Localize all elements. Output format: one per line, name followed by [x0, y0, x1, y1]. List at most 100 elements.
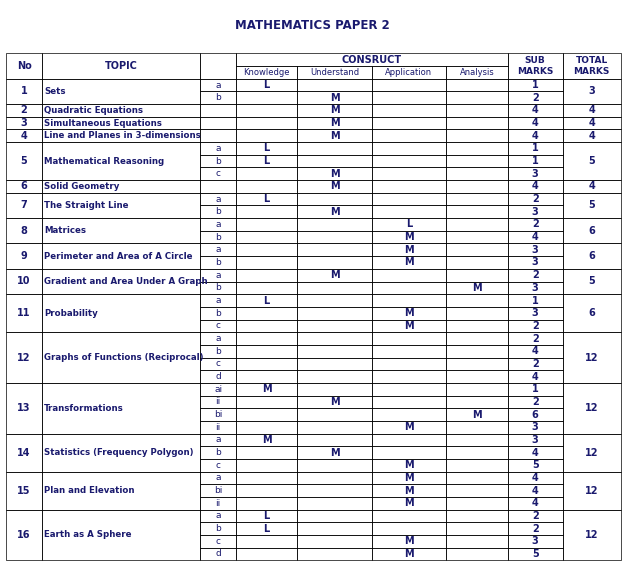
Bar: [200, 395, 236, 408]
Text: SUB
MARKS: SUB MARKS: [517, 56, 553, 76]
Text: 7: 7: [21, 200, 27, 211]
Bar: [446, 472, 508, 484]
Bar: [200, 484, 236, 497]
Bar: [6, 269, 42, 294]
Bar: [446, 332, 508, 345]
Bar: [446, 484, 508, 497]
Text: a: a: [215, 296, 221, 305]
Bar: [298, 243, 372, 256]
Bar: [446, 218, 508, 231]
Bar: [298, 294, 372, 307]
Bar: [372, 231, 446, 243]
Bar: [200, 408, 236, 421]
Bar: [200, 370, 236, 383]
Bar: [372, 459, 446, 471]
Bar: [446, 104, 508, 117]
Bar: [6, 294, 42, 332]
Text: a: a: [215, 334, 221, 343]
Text: 4: 4: [532, 105, 539, 115]
Bar: [200, 142, 236, 155]
Bar: [236, 547, 298, 560]
Bar: [508, 243, 563, 256]
Text: M: M: [329, 93, 339, 103]
Text: 5: 5: [588, 200, 595, 211]
Bar: [200, 269, 236, 282]
Text: 1: 1: [532, 296, 539, 306]
Bar: [6, 79, 42, 104]
Bar: [200, 256, 236, 269]
Text: 4: 4: [588, 105, 595, 115]
Bar: [298, 510, 372, 522]
Bar: [200, 129, 236, 142]
Bar: [200, 319, 236, 332]
Bar: [298, 168, 372, 180]
Text: MATHEMATICS PAPER 2: MATHEMATICS PAPER 2: [235, 19, 389, 32]
Bar: [508, 319, 563, 332]
Bar: [446, 205, 508, 218]
Bar: [236, 459, 298, 471]
Bar: [298, 395, 372, 408]
Bar: [372, 522, 446, 535]
Bar: [508, 497, 563, 510]
Bar: [236, 472, 298, 484]
Bar: [446, 142, 508, 155]
Text: a: a: [215, 220, 221, 229]
Text: 4: 4: [532, 448, 539, 458]
Bar: [372, 383, 446, 395]
Bar: [298, 345, 372, 358]
Bar: [446, 282, 508, 294]
Text: 12: 12: [585, 530, 598, 540]
Bar: [563, 53, 621, 79]
Bar: [446, 294, 508, 307]
Bar: [298, 66, 372, 79]
Bar: [372, 282, 446, 294]
Bar: [236, 484, 298, 497]
Bar: [236, 180, 298, 193]
Text: d: d: [215, 372, 221, 381]
Text: L: L: [263, 194, 270, 204]
Bar: [236, 332, 298, 345]
Text: M: M: [404, 473, 414, 483]
Text: 3: 3: [532, 245, 539, 255]
Bar: [508, 383, 563, 395]
Bar: [298, 332, 372, 345]
Bar: [508, 193, 563, 205]
Bar: [446, 155, 508, 168]
Text: M: M: [404, 257, 414, 267]
Bar: [298, 231, 372, 243]
Text: M: M: [404, 485, 414, 495]
Bar: [372, 332, 446, 345]
Text: 12: 12: [17, 352, 31, 363]
Bar: [446, 446, 508, 459]
Text: 5: 5: [532, 460, 539, 470]
Text: 6: 6: [588, 226, 595, 236]
Bar: [42, 53, 200, 79]
Bar: [236, 421, 298, 434]
Text: a: a: [215, 144, 221, 153]
Text: b: b: [215, 283, 221, 292]
Bar: [236, 129, 298, 142]
Text: M: M: [329, 105, 339, 115]
Bar: [508, 408, 563, 421]
Bar: [298, 79, 372, 91]
Bar: [200, 168, 236, 180]
Text: M: M: [329, 181, 339, 191]
Bar: [200, 522, 236, 535]
Text: TOPIC: TOPIC: [105, 61, 137, 71]
Bar: [508, 345, 563, 358]
Bar: [6, 471, 42, 510]
Bar: [372, 421, 446, 434]
Bar: [508, 446, 563, 459]
Bar: [236, 218, 298, 231]
Bar: [42, 129, 200, 142]
Text: M: M: [404, 308, 414, 318]
Bar: [298, 218, 372, 231]
Bar: [446, 117, 508, 129]
Text: 1: 1: [532, 144, 539, 154]
Text: M: M: [404, 245, 414, 255]
Text: M: M: [404, 321, 414, 331]
Text: b: b: [215, 309, 221, 318]
Bar: [508, 510, 563, 522]
Bar: [200, 459, 236, 471]
Bar: [563, 117, 621, 129]
